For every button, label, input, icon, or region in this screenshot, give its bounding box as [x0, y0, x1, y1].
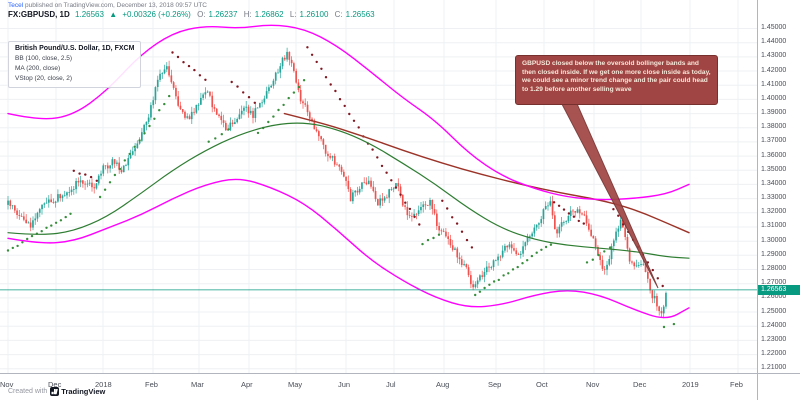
- price-tick-label: 1.39000: [761, 109, 787, 117]
- high-value: 1.26862: [254, 10, 284, 19]
- time-tick-label: May: [288, 380, 303, 389]
- tradingview-brand-link[interactable]: TradingView: [50, 387, 105, 396]
- price-tick-label: 1.26000: [761, 293, 787, 301]
- price-tick-label: 1.25000: [761, 307, 787, 315]
- price-tick-label: 1.29000: [761, 250, 787, 258]
- publish-line: Tecel published on TradingView.com, Dece…: [8, 2, 207, 9]
- legend-item-vstop[interactable]: VStop (20, close, 2): [15, 74, 73, 82]
- bb-lower-band-line: [7, 178, 690, 319]
- author-link[interactable]: Tecel: [8, 2, 24, 9]
- last-price-value: 1.26563: [75, 10, 104, 19]
- legend-title: British Pound/U.S. Dollar, 1D, FXCM: [15, 45, 135, 52]
- price-tick-label: 1.23000: [761, 335, 787, 343]
- time-tick-year-label: 2019: [682, 380, 699, 389]
- price-tick-label: 1.30000: [761, 236, 787, 244]
- price-tick-label: 1.24000: [761, 321, 787, 329]
- time-tick-label: Sep: [488, 380, 502, 389]
- price-tick-label: 1.33000: [761, 194, 787, 202]
- time-tick-label: Mar: [191, 380, 204, 389]
- price-tick-label: 1.42000: [761, 66, 787, 74]
- price-tick-label: 1.38000: [761, 123, 787, 131]
- open-value: 1.26237: [208, 10, 238, 19]
- close-value: 1.26563: [345, 10, 375, 19]
- time-tick-label: Jun: [338, 380, 351, 389]
- price-tick-label: 1.43000: [761, 52, 787, 60]
- open-label: O:: [197, 10, 206, 19]
- price-tick-label: 1.28000: [761, 265, 787, 272]
- price-tick-label: 1.35000: [761, 165, 787, 173]
- symbol-quote-line: FX:GBPUSD, 1D 1.26563 ▲ +0.00326 (+0.26%…: [8, 10, 375, 19]
- footer: Created with TradingView: [8, 387, 105, 396]
- price-axis[interactable]: 1.45000 1.44000 1.43000 1.42000 1.41000 1.400…: [757, 0, 800, 373]
- candles-layer: [7, 47, 667, 319]
- ma-200-line: [283, 112, 690, 234]
- time-tick-label: Apr: [241, 380, 253, 389]
- price-tick-label: 1.37000: [761, 137, 787, 145]
- change-value: +0.00326 (+0.26%): [122, 10, 191, 19]
- price-tick-label: 1.40000: [761, 94, 787, 102]
- price-chart[interactable]: [0, 0, 757, 373]
- last-price-badge: 1.26563: [758, 284, 800, 295]
- time-tick-label: Feb: [730, 380, 743, 389]
- up-arrow-icon: ▲: [109, 10, 118, 19]
- legend-item-ma[interactable]: MA (200, close): [15, 64, 61, 72]
- price-tick-label: 1.27000: [761, 279, 787, 287]
- low-label: L:: [289, 10, 297, 19]
- created-with-label: Created with: [8, 388, 48, 395]
- price-tick-label: 1.41000: [761, 80, 787, 88]
- time-tick-label: Feb: [145, 380, 158, 389]
- price-tick-label: 1.31000: [761, 222, 787, 230]
- annotation-callout[interactable]: GBPUSD closed below the oversold bolling…: [515, 55, 718, 105]
- time-tick-label: Oct: [536, 380, 548, 389]
- time-tick-label: Nov: [0, 380, 14, 389]
- time-tick-year-label: 2018: [95, 380, 112, 389]
- price-tick-label: 1.32000: [761, 208, 787, 216]
- time-tick-label: Jul: [386, 380, 396, 389]
- axis-corner: [757, 373, 800, 400]
- price-tick-label: 1.22000: [761, 350, 787, 358]
- publish-text: published on TradingView.com, December 1…: [23, 2, 207, 9]
- tradingview-logo-icon: [50, 387, 60, 396]
- price-tick-label: 1.45000: [761, 24, 787, 31]
- price-tick-label: 1.21000: [761, 364, 787, 372]
- time-tick-label: Dec: [633, 380, 647, 389]
- close-label: C:: [334, 10, 343, 19]
- price-tick-label: 1.44000: [761, 38, 787, 46]
- high-label: H:: [243, 10, 252, 19]
- time-tick-label: Nov: [586, 380, 600, 389]
- symbol-label[interactable]: FX:GBPUSD, 1D: [8, 10, 70, 19]
- bb-basis-line: [7, 122, 690, 259]
- time-axis[interactable]: Nov Dec 2018 Feb Mar Apr May Jun Jul Aug Sep Oct Nov…: [0, 373, 757, 400]
- time-tick-label: Aug: [436, 380, 450, 389]
- indicator-legend[interactable]: British Pound/U.S. Dollar, 1D, FXCM BB (…: [8, 41, 142, 89]
- price-tick-label: 1.36000: [761, 151, 787, 159]
- low-value: 1.26100: [299, 10, 329, 19]
- time-tick-label: Dec: [48, 380, 62, 389]
- price-tick-label: 1.34000: [761, 179, 787, 187]
- legend-item-bb[interactable]: BB (100, close, 2.5): [15, 55, 73, 62]
